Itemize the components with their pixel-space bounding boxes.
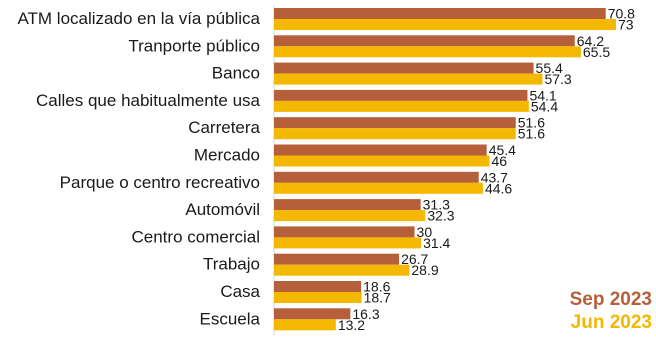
category-label: Centro comercial — [132, 227, 261, 246]
bar-sep-2023 — [274, 171, 479, 183]
category-label: Escuela — [200, 309, 261, 328]
category-label: Mercado — [194, 146, 260, 165]
category-label: Automóvil — [185, 200, 260, 219]
bar-sep-2023 — [274, 35, 575, 47]
value-label-sep-2023: 70.8 — [608, 6, 635, 22]
category-label: Carretera — [188, 118, 260, 137]
value-label-sep-2023: 54.1 — [529, 87, 556, 103]
bar-sep-2023 — [274, 226, 415, 238]
category-label: ATM localizado en la vía pública — [17, 9, 260, 28]
value-label-sep-2023: 18.6 — [363, 279, 390, 295]
bar-jun-2023 — [274, 210, 426, 222]
bar-jun-2023 — [274, 155, 490, 167]
bar-jun-2023 — [274, 46, 581, 58]
value-label-jun-2023: 73 — [618, 17, 634, 33]
bar-sep-2023 — [274, 117, 516, 129]
value-label-jun-2023: 32.3 — [427, 208, 454, 224]
value-label-sep-2023: 55.4 — [536, 60, 563, 76]
value-label-sep-2023: 64.2 — [577, 33, 604, 49]
bar-jun-2023 — [274, 100, 529, 112]
bar-jun-2023 — [274, 237, 422, 249]
category-label: Parque o centro recreativo — [60, 173, 260, 192]
value-label-jun-2023: 18.7 — [364, 290, 391, 306]
bars-layer — [273, 6, 616, 336]
bar-sep-2023 — [274, 253, 400, 265]
bar-jun-2023 — [274, 292, 362, 303]
category-label: Calles que habitualmente usa — [36, 91, 261, 110]
category-label: Banco — [212, 64, 260, 83]
value-label-jun-2023: 57.3 — [544, 71, 571, 87]
value-label-sep-2023: 30 — [417, 224, 433, 240]
value-label-jun-2023: 31.4 — [423, 235, 450, 251]
bar-jun-2023 — [274, 264, 410, 276]
value-label-sep-2023: 45.4 — [489, 142, 516, 158]
bar-sep-2023 — [274, 144, 487, 156]
value-label-sep-2023: 43.7 — [481, 169, 508, 185]
bar-jun-2023 — [274, 128, 516, 140]
value-label-jun-2023: 54.4 — [531, 98, 558, 114]
bar-jun-2023 — [274, 182, 483, 194]
bar-sep-2023 — [274, 62, 534, 74]
bar-jun-2023 — [274, 19, 616, 30]
bar-sep-2023 — [274, 89, 528, 101]
value-label-sep-2023: 26.7 — [401, 251, 428, 267]
bar-jun-2023 — [274, 73, 543, 85]
category-label: Casa — [220, 282, 260, 301]
category-label: Tranporte público — [128, 36, 260, 55]
bar-sep-2023 — [274, 281, 362, 292]
value-label-jun-2023: 44.6 — [485, 180, 512, 196]
labels-layer: ATM localizado en la vía pública 70.873 Tr… — [17, 6, 635, 333]
value-label-jun-2023: 46 — [492, 153, 508, 169]
value-label-jun-2023: 13.2 — [338, 317, 365, 333]
bar-sep-2023 — [274, 8, 606, 19]
value-label-jun-2023: 28.9 — [411, 262, 438, 278]
value-label-sep-2023: 51.6 — [518, 115, 545, 131]
value-label-sep-2023: 16.3 — [352, 306, 379, 322]
legend-item-jun-2023: Jun 2023 — [571, 312, 652, 333]
legend-item-sep-2023: Sep 2023 — [570, 289, 652, 310]
value-label-jun-2023: 65.5 — [583, 44, 610, 60]
bar-sep-2023 — [274, 199, 421, 211]
bar-jun-2023 — [274, 319, 336, 331]
value-label-sep-2023: 31.3 — [423, 197, 450, 213]
category-label: Trabajo — [203, 255, 260, 274]
value-label-jun-2023: 51.6 — [518, 126, 545, 142]
bar-sep-2023 — [274, 308, 351, 320]
